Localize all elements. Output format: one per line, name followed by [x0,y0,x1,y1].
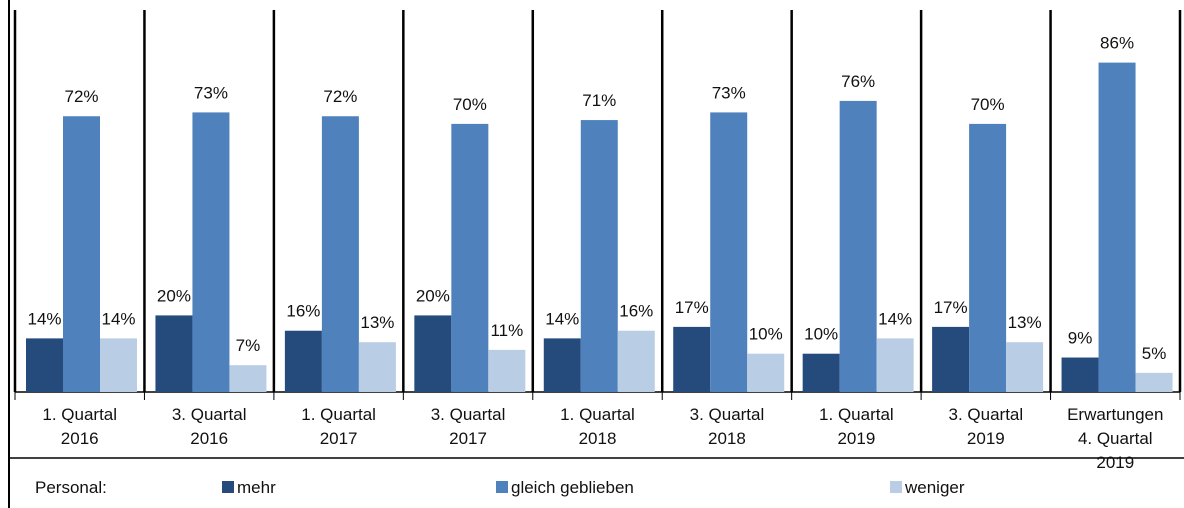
bar [969,123,1007,393]
x-tick-label: 1. Quartal 2018 [560,405,635,448]
value-label: 9% [1068,329,1093,348]
bar [839,100,877,393]
legend-swatch [890,481,902,493]
bar [192,112,230,392]
value-label: 7% [236,336,261,355]
x-tick-label: 3. Quartal 2016 [172,405,247,448]
value-label: 20% [416,286,450,305]
value-label: 16% [286,302,320,321]
bar [100,338,137,392]
value-label: 73% [194,83,228,102]
value-label: 5% [1142,344,1167,363]
bar [358,342,396,392]
legend-title: Personal: [35,478,107,497]
value-label: 86% [1100,34,1134,53]
bar [932,326,970,392]
bar [1006,342,1044,392]
value-label: 10% [804,325,838,344]
bar [580,120,618,392]
x-tick-label: 1. Quartal 2016 [42,405,117,448]
legend-label: mehr [237,478,276,497]
x-tick-label: 1. Quartal 2019 [819,405,894,448]
value-label: 10% [749,325,783,344]
legend-label: weniger [904,478,965,497]
value-label: 72% [64,87,98,106]
bar [451,123,489,393]
bar [229,365,267,392]
value-label: 14% [101,309,135,328]
x-tick-label: 1. Quartal 2017 [301,405,376,448]
x-tick-label: 3. Quartal 2019 [949,405,1024,448]
value-label: 16% [619,302,653,321]
legend-swatch [496,481,508,493]
bar [747,353,785,392]
value-label: 17% [934,298,968,317]
bar [1061,357,1099,392]
value-label: 76% [841,72,875,91]
bar [26,338,63,392]
legend-swatch [222,481,234,493]
value-label: 11% [490,321,523,340]
bar [673,326,711,392]
value-label: 73% [712,83,746,102]
value-label: 20% [157,286,191,305]
value-label: 14% [545,309,579,328]
bar [284,330,322,392]
bar [543,338,581,392]
value-label: 72% [323,87,357,106]
value-label: 13% [360,313,394,332]
value-label: 71% [582,91,616,110]
value-label: 13% [1008,313,1042,332]
bar [1135,372,1173,392]
x-tick-label: Erwartungen 4. Quartal 2019 [1067,405,1163,472]
bar [155,315,193,392]
bar [414,315,452,392]
bar [321,116,359,393]
bar [617,330,655,392]
value-label: 70% [971,95,1005,114]
value-label: 14% [878,309,912,328]
bar [802,353,840,392]
value-label: 17% [675,298,709,317]
legend-label: gleich geblieben [511,478,634,497]
value-label: 14% [27,309,61,328]
x-tick-label: 3. Quartal 2017 [431,405,506,448]
value-label: 70% [453,95,487,114]
x-tick-label: 3. Quartal 2018 [690,405,765,448]
bar [876,338,914,392]
bar [1098,62,1136,393]
bar [710,112,748,392]
bar [488,349,526,392]
bar [63,116,100,393]
